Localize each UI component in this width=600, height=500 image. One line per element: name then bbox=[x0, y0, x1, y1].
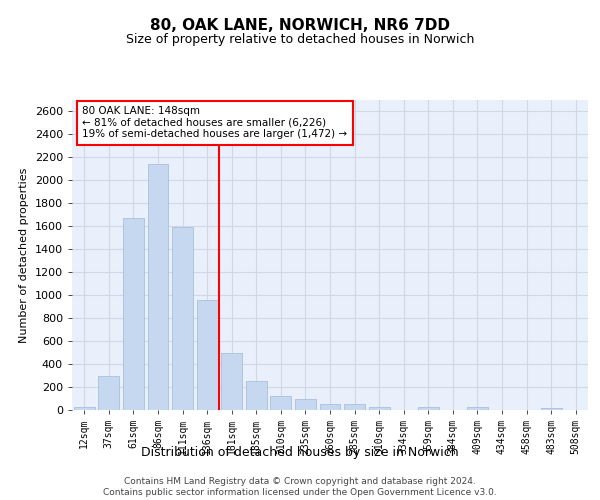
Text: Size of property relative to detached houses in Norwich: Size of property relative to detached ho… bbox=[126, 32, 474, 46]
Text: Contains HM Land Registry data © Crown copyright and database right 2024.: Contains HM Land Registry data © Crown c… bbox=[124, 476, 476, 486]
Bar bbox=[320, 404, 340, 410]
Text: 80, OAK LANE, NORWICH, NR6 7DD: 80, OAK LANE, NORWICH, NR6 7DD bbox=[150, 18, 450, 32]
Bar bbox=[197, 300, 218, 410]
Bar bbox=[74, 407, 95, 410]
Bar bbox=[123, 218, 144, 410]
Text: 80 OAK LANE: 148sqm
← 81% of detached houses are smaller (6,226)
19% of semi-det: 80 OAK LANE: 148sqm ← 81% of detached ho… bbox=[82, 106, 347, 140]
Bar bbox=[467, 407, 488, 410]
Bar bbox=[271, 396, 292, 410]
Bar bbox=[295, 398, 316, 410]
Text: Distribution of detached houses by size in Norwich: Distribution of detached houses by size … bbox=[141, 446, 459, 459]
Text: Contains public sector information licensed under the Open Government Licence v3: Contains public sector information licen… bbox=[103, 488, 497, 497]
Bar bbox=[246, 382, 267, 410]
Bar bbox=[172, 227, 193, 410]
Bar bbox=[148, 164, 169, 410]
Bar bbox=[541, 408, 562, 410]
Bar bbox=[368, 406, 389, 410]
Bar bbox=[344, 404, 365, 410]
Bar bbox=[98, 376, 119, 410]
Y-axis label: Number of detached properties: Number of detached properties bbox=[19, 168, 29, 342]
Bar bbox=[221, 352, 242, 410]
Bar bbox=[418, 406, 439, 410]
